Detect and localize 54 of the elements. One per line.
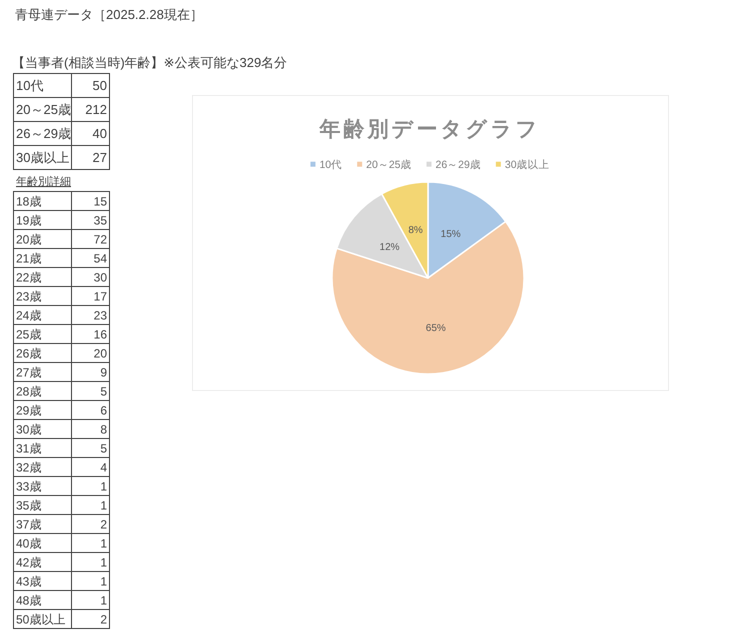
cell-label: 2	[100, 612, 107, 626]
cell-label: 1	[100, 593, 107, 608]
row-label: 29歳	[16, 403, 42, 418]
value-label: 15%	[440, 229, 461, 240]
category: 10代	[16, 78, 44, 94]
value-label: 65%	[426, 322, 446, 334]
cell-label: 4	[100, 460, 107, 474]
value: 212	[85, 102, 107, 118]
value-label: 12%	[380, 242, 400, 253]
cell-label: 1	[100, 574, 107, 588]
row-label: 50歳以上	[16, 612, 66, 626]
row-label: 26歳	[16, 346, 42, 360]
row-label: 37歳	[16, 517, 42, 532]
row-label: 23歳	[16, 289, 42, 304]
row-label: 27歳	[16, 365, 42, 380]
title: 年齢別データグラフ	[320, 118, 540, 141]
row-label: 48歳	[16, 593, 42, 608]
row-label: 33歳	[16, 479, 42, 494]
subtitle: 【当事者(相談当時)年齢】※公表可能な329名分	[12, 55, 288, 70]
value-label: 8%	[408, 225, 423, 236]
row-label: 43歳	[16, 574, 42, 588]
cell-label: 2	[100, 517, 107, 532]
legend-label: 20～25歳	[366, 159, 412, 171]
title: 青母連データ［2025.2.28現在］	[15, 7, 203, 22]
row-label: 31歳	[16, 441, 42, 456]
title: 年齢別詳細	[16, 176, 71, 188]
row-label: 20歳	[16, 232, 42, 246]
row-label: 32歳	[16, 460, 42, 474]
cell-label: 5	[100, 441, 107, 456]
row-label: 25歳	[16, 327, 42, 342]
row-label: 40歳	[16, 536, 42, 550]
category: 20～25歳	[16, 102, 71, 118]
row-label: 30歳	[16, 422, 42, 436]
value: 40	[92, 126, 107, 142]
legend-label: 26～29歳	[436, 159, 481, 171]
value: 27	[92, 150, 107, 166]
cell-label: 1	[100, 498, 107, 512]
cell-label: 1	[100, 479, 107, 494]
row-label: 18歳	[16, 194, 42, 208]
cell-label: 8	[100, 422, 107, 436]
row-label: 22歳	[16, 270, 42, 284]
legend-label: 30歳以上	[504, 159, 550, 171]
cell-label: 1	[100, 555, 107, 570]
row-label: 42歳	[16, 555, 42, 570]
row-label: 35歳	[16, 498, 42, 512]
category: 26～29歳	[16, 126, 71, 142]
cell-label: 1	[100, 536, 107, 550]
row-label: 21歳	[16, 251, 42, 266]
category: 30歳以上	[16, 150, 70, 166]
legend-label: 10代	[319, 159, 342, 171]
row-label: 24歳	[16, 308, 42, 322]
row-label: 19歳	[16, 213, 42, 228]
value: 50	[92, 78, 107, 94]
row-label: 28歳	[16, 384, 42, 398]
